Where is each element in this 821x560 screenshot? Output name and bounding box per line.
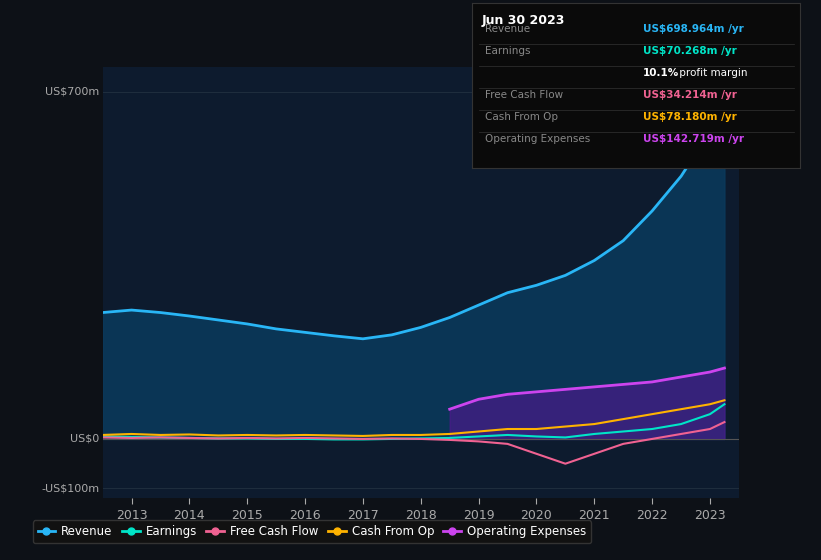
Text: 10.1%: 10.1% xyxy=(643,68,679,78)
Text: US$70.268m /yr: US$70.268m /yr xyxy=(643,46,736,56)
Text: -US$100m: -US$100m xyxy=(42,483,99,493)
Text: Jun 30 2023: Jun 30 2023 xyxy=(482,15,566,27)
Text: US$142.719m /yr: US$142.719m /yr xyxy=(643,134,744,144)
Text: Operating Expenses: Operating Expenses xyxy=(485,134,590,144)
Text: Cash From Op: Cash From Op xyxy=(485,113,558,122)
Text: US$700m: US$700m xyxy=(45,87,99,97)
Text: US$34.214m /yr: US$34.214m /yr xyxy=(643,90,736,100)
Legend: Revenue, Earnings, Free Cash Flow, Cash From Op, Operating Expenses: Revenue, Earnings, Free Cash Flow, Cash … xyxy=(33,520,591,543)
Text: profit margin: profit margin xyxy=(676,68,747,78)
Text: Revenue: Revenue xyxy=(485,24,530,34)
Text: US$698.964m /yr: US$698.964m /yr xyxy=(643,24,744,34)
Text: Free Cash Flow: Free Cash Flow xyxy=(485,90,563,100)
Text: US$0: US$0 xyxy=(71,434,99,444)
Text: Earnings: Earnings xyxy=(485,46,530,56)
Text: US$78.180m /yr: US$78.180m /yr xyxy=(643,113,736,122)
